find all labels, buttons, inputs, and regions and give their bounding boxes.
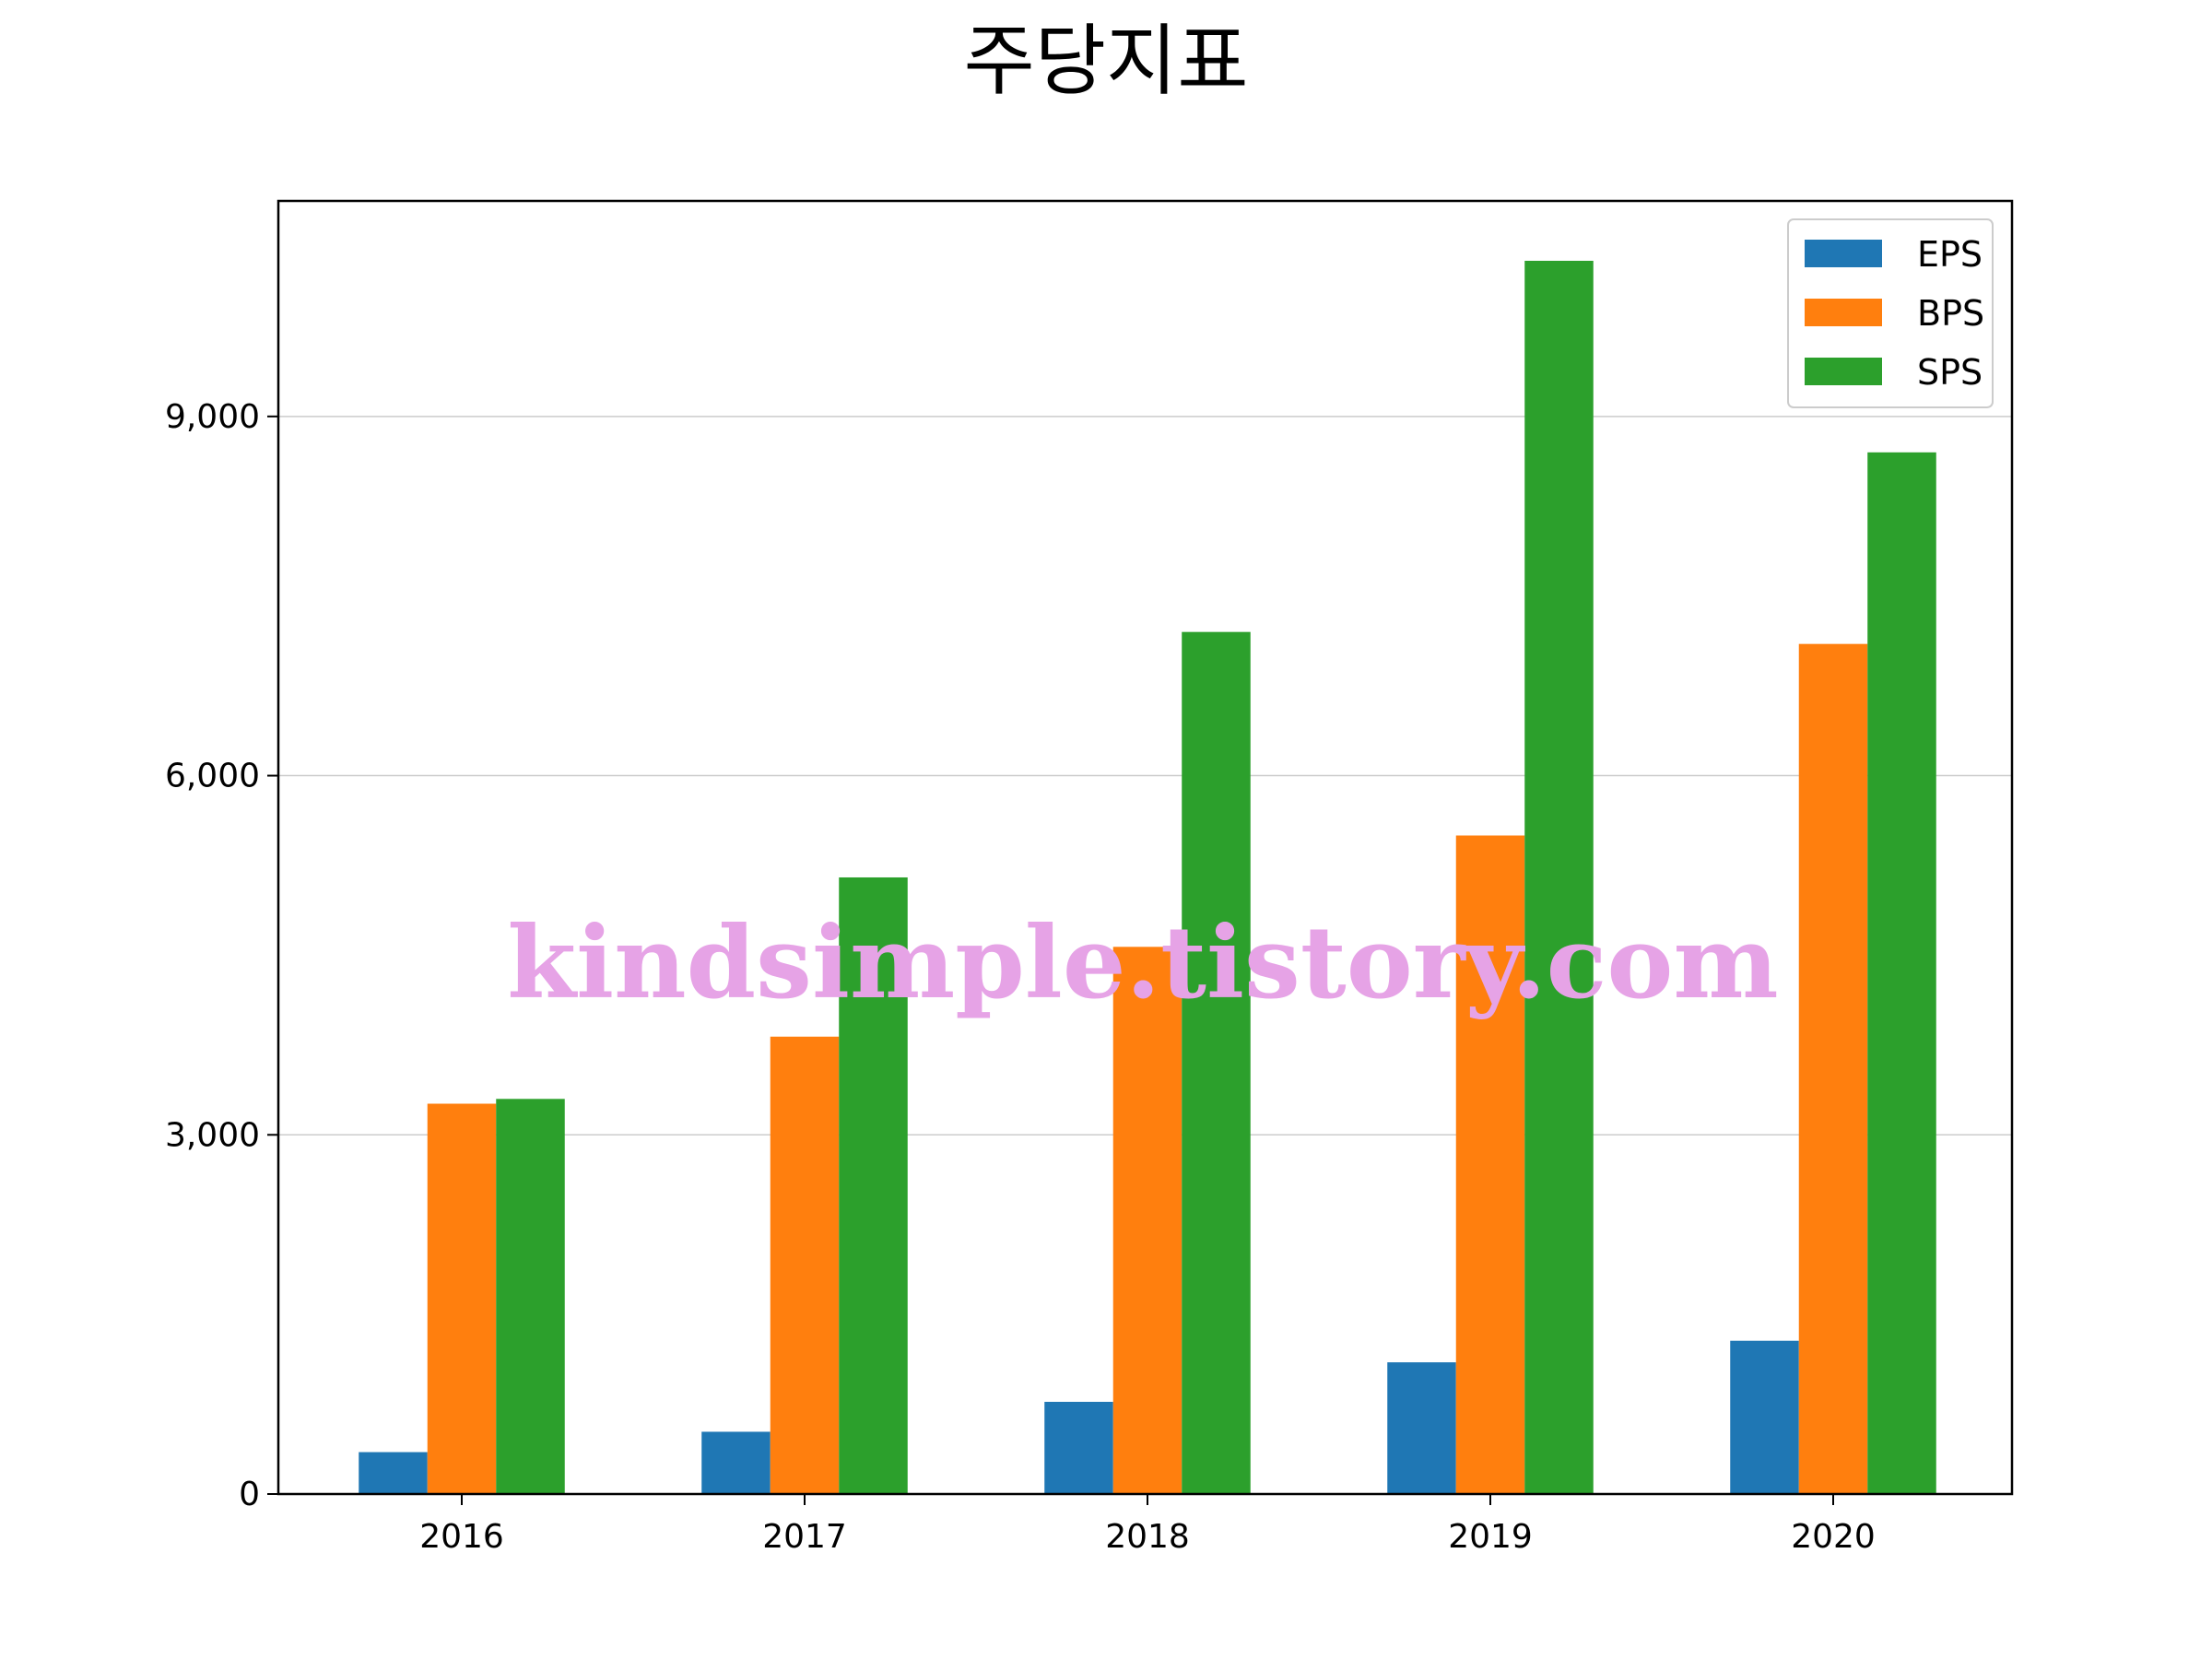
y-tick-label: 0 — [239, 1476, 260, 1513]
plot-frame — [276, 199, 2014, 1496]
bar-eps-2018 — [1044, 1401, 1113, 1494]
bar-sps-2020 — [1867, 452, 1936, 1494]
bar-bps-2019 — [1455, 835, 1525, 1494]
bar-bps-2018 — [1112, 947, 1182, 1494]
x-axis-ticks: 2016 2017 2018 2019 2020 — [419, 1494, 1876, 1556]
y-axis-ticks: 0 3,000 6,000 9,000 — [165, 398, 278, 1513]
bar-bps-2017 — [770, 1036, 840, 1494]
legend-swatch-eps — [1805, 240, 1882, 267]
x-tick-label: 2017 — [762, 1518, 847, 1556]
bar-sps-2017 — [839, 877, 908, 1494]
bar-bps-2020 — [1798, 643, 1868, 1494]
y-tick-label: 9,000 — [165, 398, 260, 436]
x-tick-label: 2020 — [1791, 1518, 1876, 1556]
bar-sps-2016 — [496, 1099, 565, 1494]
legend: EPS BPS SPS — [1787, 218, 1994, 408]
bars — [359, 260, 1936, 1494]
legend-label-bps: BPS — [1917, 293, 1984, 334]
chart-title: 주당지표 — [963, 16, 1248, 106]
x-tick-label: 2016 — [419, 1518, 504, 1556]
axes — [276, 199, 2014, 1496]
watermark-text: kindsimple.tistory.com — [507, 905, 1778, 1021]
legend-label-eps: EPS — [1917, 234, 1983, 275]
legend-swatch-bps — [1805, 299, 1882, 326]
bar-eps-2020 — [1730, 1340, 1799, 1494]
bar-sps-2018 — [1182, 631, 1251, 1494]
legend-swatch-sps — [1805, 358, 1882, 385]
bar-sps-2019 — [1524, 260, 1594, 1494]
legend-label-sps: SPS — [1917, 352, 1983, 393]
y-tick-label: 6,000 — [165, 758, 260, 795]
x-tick-label: 2018 — [1105, 1518, 1190, 1556]
x-tick-label: 2019 — [1448, 1518, 1533, 1556]
bar-bps-2016 — [427, 1103, 497, 1494]
bar-eps-2019 — [1387, 1362, 1456, 1494]
y-tick-label: 3,000 — [165, 1116, 260, 1154]
bar-eps-2016 — [359, 1452, 428, 1494]
bar-eps-2017 — [701, 1431, 771, 1494]
